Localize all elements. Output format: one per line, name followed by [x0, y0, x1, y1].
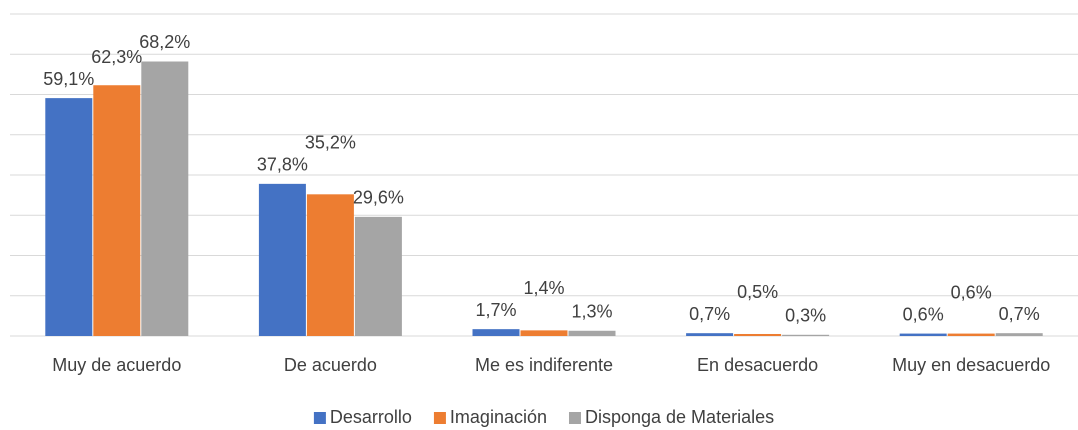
x-tick-label: Muy de acuerdo — [52, 355, 181, 375]
legend-label: Imaginación — [450, 407, 547, 427]
bar — [995, 333, 1043, 336]
bar — [899, 333, 947, 336]
data-label: 1,4% — [523, 278, 564, 298]
x-tick-label: De acuerdo — [284, 355, 377, 375]
data-label: 0,3% — [785, 306, 826, 326]
data-label: 68,2% — [139, 32, 190, 52]
data-label: 0,6% — [903, 304, 944, 324]
legend-swatch — [433, 412, 446, 424]
legend-label: Desarrollo — [330, 407, 412, 427]
data-label: 0,6% — [951, 282, 992, 302]
bar — [45, 98, 93, 336]
data-label: 1,7% — [475, 300, 516, 320]
bar — [734, 333, 782, 336]
x-tick-label: Muy en desacuerdo — [892, 355, 1050, 375]
x-tick-label: En desacuerdo — [697, 355, 818, 375]
bar — [782, 334, 830, 336]
legend-label: Disponga de Materiales — [585, 407, 774, 427]
data-label: 0,5% — [737, 282, 778, 302]
legend-swatch — [313, 412, 326, 424]
data-label: 1,3% — [571, 302, 612, 322]
bar — [472, 329, 520, 336]
bar — [93, 85, 141, 337]
data-label: 0,7% — [999, 304, 1040, 324]
data-label: 0,7% — [689, 304, 730, 324]
bar — [354, 216, 402, 336]
data-label: 35,2% — [305, 133, 356, 153]
data-label: 62,3% — [91, 47, 142, 67]
bar — [947, 333, 995, 336]
bar — [568, 330, 616, 336]
bar — [520, 330, 568, 336]
bar — [306, 194, 354, 336]
legend-swatch — [568, 412, 581, 424]
bar — [258, 183, 306, 336]
bar — [141, 61, 189, 337]
x-tick-label: Me es indiferente — [475, 355, 613, 375]
bar — [686, 333, 734, 336]
data-label: 59,1% — [43, 69, 94, 89]
data-label: 29,6% — [353, 188, 404, 208]
data-label: 37,8% — [257, 155, 308, 175]
